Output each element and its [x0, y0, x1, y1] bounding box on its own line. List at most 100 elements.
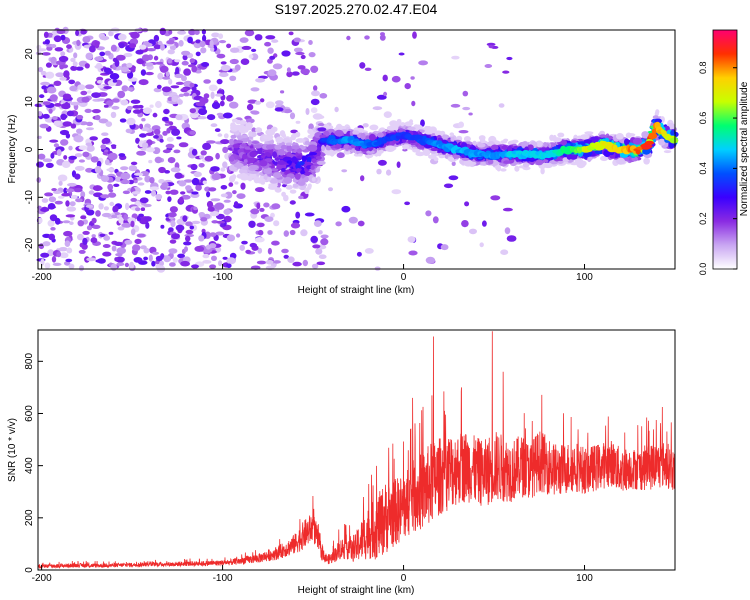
heatmap-cell: [232, 174, 237, 180]
heatmap-cell: [86, 121, 94, 127]
heatmap-cell: [130, 67, 136, 73]
heatmap-cell: [289, 136, 296, 141]
heatmap-cell: [163, 117, 169, 122]
heatmap-cell: [104, 50, 112, 56]
heatmap-cell: [189, 108, 196, 114]
heatmap-cell: [500, 249, 509, 255]
heatmap-cell: [223, 208, 231, 215]
heatmap-cell: [219, 100, 225, 107]
heatmap-cell: [504, 227, 511, 235]
heatmap-cell: [292, 183, 299, 188]
heatmap-cell: [616, 133, 624, 140]
heatmap-cell: [286, 144, 293, 152]
heatmap-cell: [75, 198, 83, 203]
heatmap-cell: [53, 143, 60, 148]
heatmap-cell: [310, 107, 318, 114]
heatmap-cell: [289, 229, 296, 236]
heatmap-cell: [90, 237, 98, 244]
heatmap-cell: [195, 101, 206, 107]
heatmap-cell: [166, 40, 175, 45]
heatmap-cell: [69, 201, 76, 207]
heatmap-cell: [469, 228, 477, 235]
heatmap-cell: [111, 145, 117, 149]
heatmap-cell: [187, 36, 194, 44]
heatmap-cell: [91, 217, 97, 224]
heatmap-cell: [434, 130, 442, 137]
heatmap-cell: [153, 44, 162, 50]
heatmap-cell: [176, 99, 183, 105]
heatmap-cell: [318, 254, 327, 259]
heatmap-cell: [91, 234, 96, 238]
heatmap-cell: [256, 222, 265, 228]
heatmap-cell: [48, 233, 56, 241]
heatmap-cell: [229, 58, 239, 65]
heatmap-cell: [206, 200, 214, 208]
heatmap-cell: [78, 249, 86, 254]
heatmap-cell: [139, 133, 147, 138]
heatmap-cell: [53, 190, 62, 194]
heatmap-cell: [296, 148, 302, 154]
heatmap-cell: [90, 156, 99, 163]
heatmap-cell: [303, 176, 309, 183]
heatmap-cell: [149, 177, 155, 184]
heatmap-cell: [254, 237, 265, 243]
heatmap-cell: [84, 108, 92, 113]
heatmap-cell: [462, 106, 471, 111]
heatmap-cell: [334, 106, 339, 113]
heatmap-cell: [178, 40, 184, 47]
heatmap-cell: [159, 65, 169, 73]
heatmap-cell: [101, 212, 112, 218]
heatmap-cell: [111, 98, 120, 103]
heatmap-cell: [422, 148, 431, 156]
heatmap-cell: [132, 105, 141, 109]
heatmap-cell: [333, 127, 344, 131]
heatmap-cell: [125, 202, 130, 211]
heatmap-cell: [220, 167, 226, 172]
heatmap-cell: [404, 121, 413, 127]
heatmap-cell: [220, 139, 230, 145]
heatmap-cell: [54, 47, 64, 52]
heatmap-cell: [278, 179, 283, 184]
spectrogram-y-ticks: 20 10 0 -10 -20: [24, 48, 43, 252]
heatmap-cell: [437, 137, 443, 141]
heatmap-cell: [220, 61, 227, 65]
heatmap-cell: [144, 62, 154, 67]
heatmap-cell: [98, 203, 104, 210]
heatmap-cell: [240, 172, 247, 179]
heatmap-cell: [206, 114, 216, 121]
heatmap-cell: [89, 45, 96, 53]
heatmap-cell: [94, 64, 104, 69]
heatmap-cell: [163, 255, 171, 263]
x-tick-label: -200: [32, 573, 52, 584]
heatmap-cell: [41, 52, 51, 56]
heatmap-cell: [241, 240, 248, 245]
heatmap-cell: [73, 52, 78, 59]
heatmap-cell: [42, 101, 51, 106]
heatmap-cell: [348, 216, 358, 224]
heatmap-cell: [68, 145, 73, 151]
heatmap-cell: [484, 64, 493, 68]
heatmap-cell: [159, 27, 166, 36]
heatmap-cell: [233, 162, 244, 168]
heatmap-cell: [252, 144, 263, 149]
heatmap-cell: [566, 153, 572, 160]
heatmap-cell: [271, 39, 279, 43]
heatmap-cell: [267, 69, 277, 77]
heatmap-cell: [126, 117, 136, 126]
heatmap-cell: [65, 133, 71, 139]
heatmap-cell: [334, 129, 344, 137]
heatmap-cell: [265, 144, 275, 150]
heatmap-cell: [43, 31, 49, 38]
heatmap-cell: [263, 173, 268, 181]
heatmap-cell: [203, 79, 211, 84]
heatmap-cell: [286, 151, 292, 157]
heatmap-cell: [183, 68, 192, 76]
heatmap-cell: [204, 155, 214, 162]
heatmap-cell: [274, 144, 282, 150]
heatmap-cell: [70, 57, 76, 63]
heatmap-cell: [490, 195, 501, 201]
heatmap-cell: [450, 103, 461, 108]
heatmap-cell: [200, 217, 208, 222]
heatmap-cell: [245, 118, 255, 124]
heatmap-cell: [168, 227, 174, 233]
